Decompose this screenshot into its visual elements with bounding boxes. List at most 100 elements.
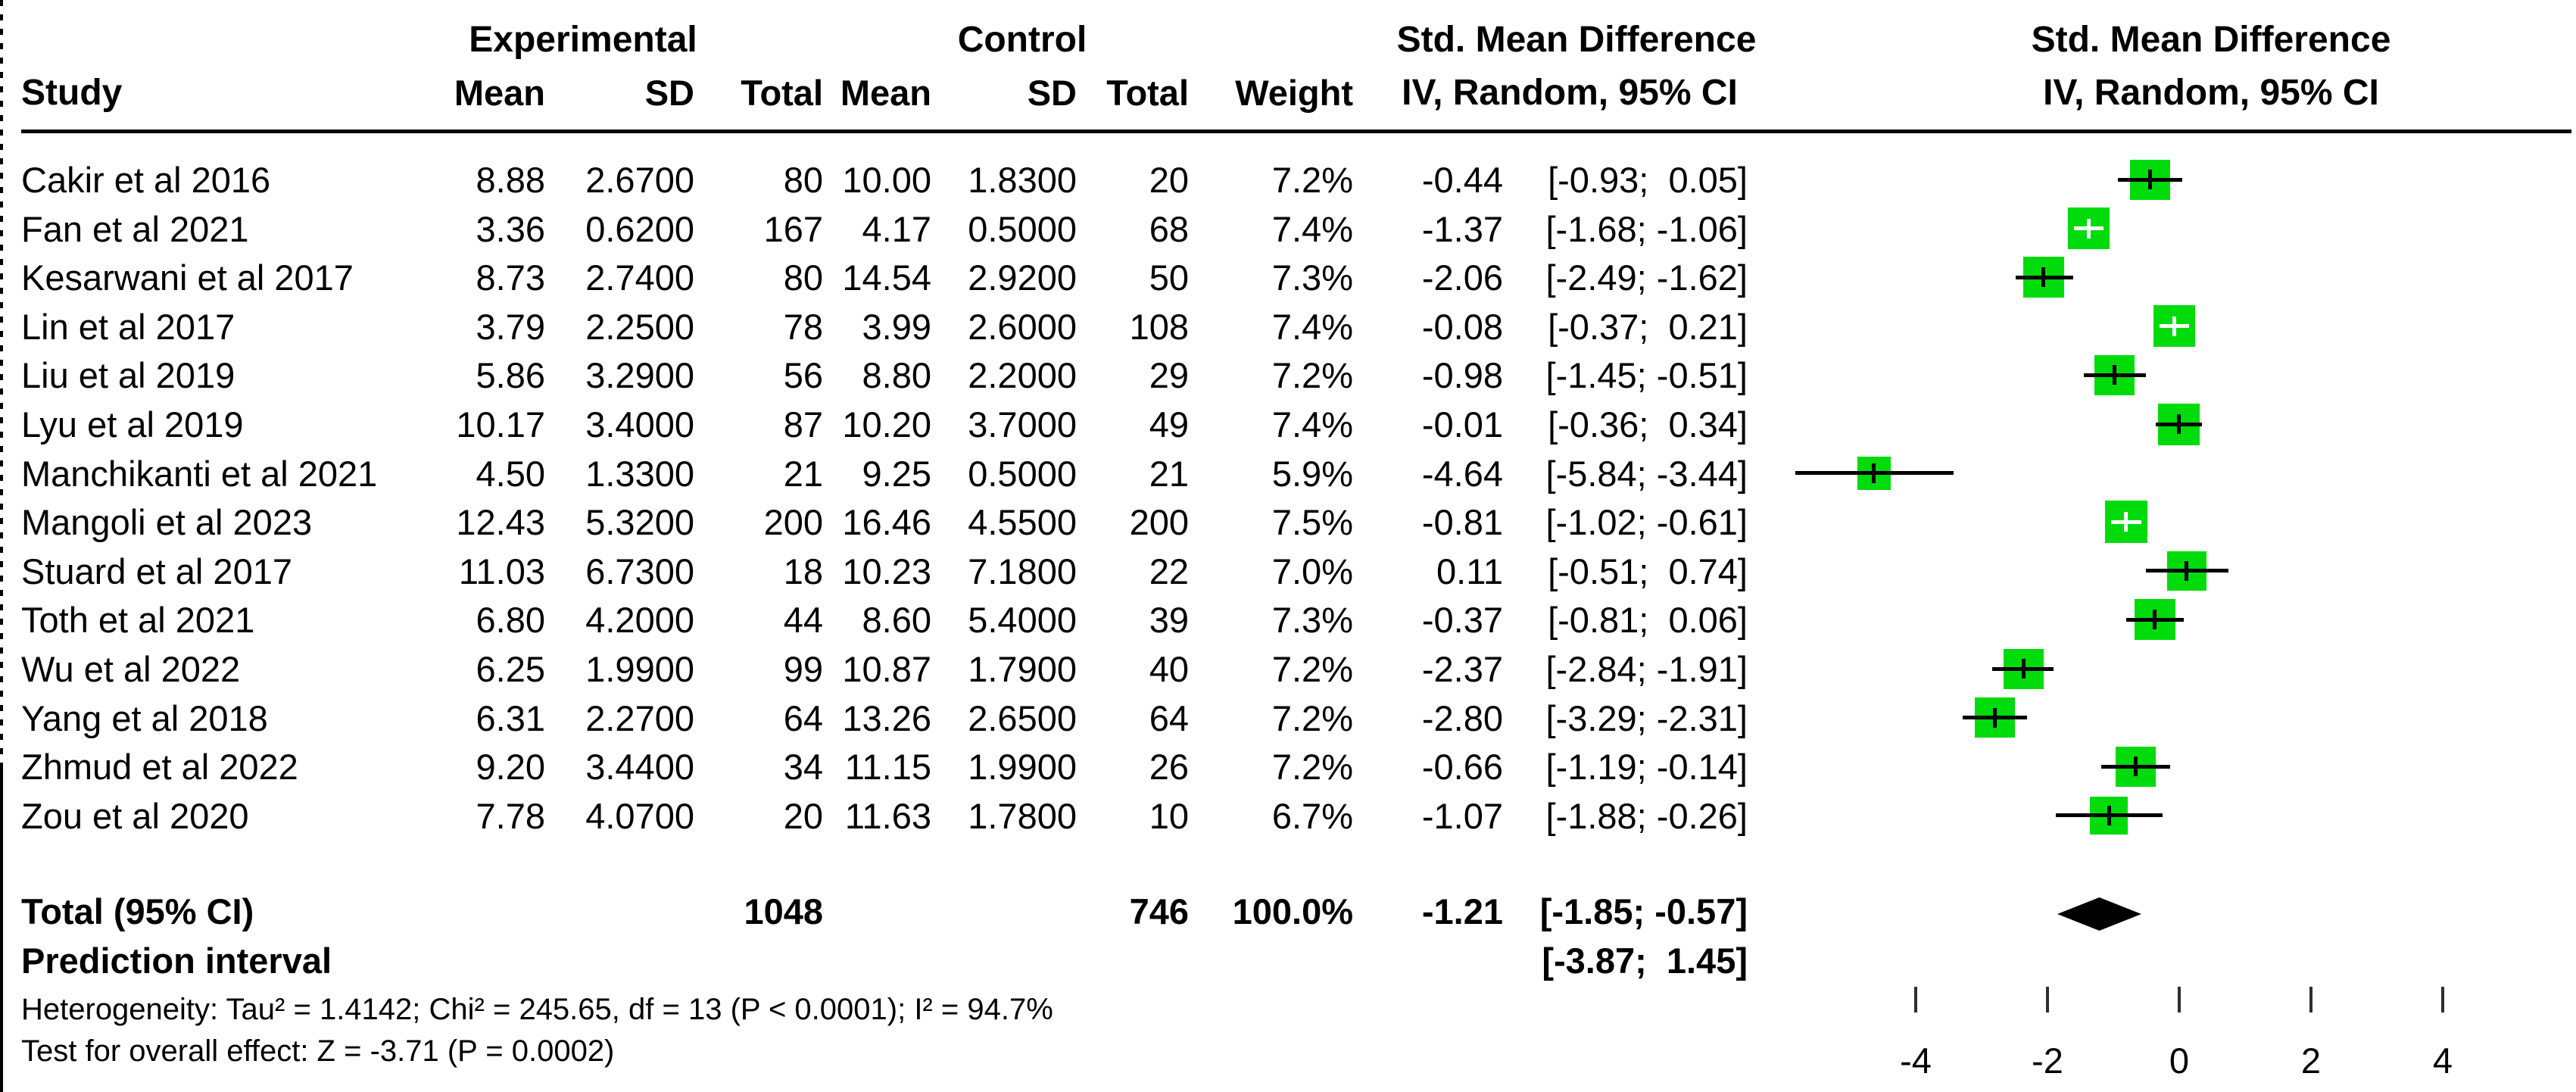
point-estimate-tick bbox=[2124, 512, 2128, 532]
total-diamond bbox=[2057, 897, 2141, 931]
table-cell: 50 bbox=[1149, 257, 1189, 298]
table-cell: Manchikanti et al 2021 bbox=[21, 453, 378, 494]
table-cell: [-5.84; -3.44] bbox=[1545, 453, 1748, 494]
header-iv-plot-subtitle: IV, Random, 95% CI bbox=[2043, 72, 2379, 113]
table-row: Kesarwani et al 2017 8.73 2.7400 80 14.54 2.9… bbox=[0, 253, 1772, 301]
table-cell: 2.7400 bbox=[585, 257, 694, 298]
x-axis-tick-label: -4 bbox=[1900, 1040, 1932, 1081]
point-estimate-tick bbox=[2107, 806, 2111, 825]
table-cell: 200 bbox=[763, 501, 823, 542]
table-cell: 7.3% bbox=[1271, 257, 1353, 298]
total-ci: [-1.85; -0.57] bbox=[1539, 891, 1748, 931]
point-estimate-tick bbox=[2113, 365, 2116, 385]
x-axis-tick-label: 4 bbox=[2432, 1040, 2453, 1081]
zero-reference-line bbox=[0, 763, 3, 1092]
table-cell: [-0.36; 0.34] bbox=[1548, 404, 1748, 445]
table-cell: 11.03 bbox=[458, 551, 545, 591]
table-row: Stuard et al 2017 11.03 6.7300 18 10.23 7.180… bbox=[0, 547, 1772, 595]
x-axis-tick-label: 2 bbox=[2300, 1040, 2322, 1081]
point-estimate-tick bbox=[2087, 219, 2091, 239]
table-row: Manchikanti et al 2021 4.50 1.3300 21 9.25 0.… bbox=[0, 449, 1772, 498]
table-cell: -2.37 bbox=[1421, 648, 1503, 689]
table-row: Cakir et al 2016 8.88 2.6700 80 10.00 1.8300 2… bbox=[0, 155, 1772, 204]
table-cell: Cakir et al 2016 bbox=[21, 159, 271, 200]
table-cell: 167 bbox=[763, 208, 823, 249]
table-cell: 7.2% bbox=[1271, 159, 1353, 200]
total-smd: -1.21 bbox=[1421, 891, 1503, 931]
table-row: Yang et al 2018 6.31 2.2700 64 13.26 2.6500 64… bbox=[0, 694, 1772, 742]
table-cell: 49 bbox=[1149, 404, 1189, 445]
header-experimental: Experimental bbox=[469, 19, 697, 60]
table-cell: 3.36 bbox=[476, 208, 545, 249]
table-cell: 39 bbox=[1149, 599, 1189, 640]
table-cell: 8.88 bbox=[476, 159, 545, 200]
table-cell: Wu et al 2022 bbox=[21, 648, 241, 689]
table-cell: -2.80 bbox=[1421, 697, 1503, 738]
table-cell: 10.23 bbox=[842, 551, 931, 591]
table-cell: 29 bbox=[1149, 354, 1189, 395]
table-cell: 10.87 bbox=[842, 648, 931, 689]
prediction-ci: [-3.87; 1.45] bbox=[1542, 940, 1748, 981]
point-estimate-tick bbox=[2177, 414, 2181, 434]
overall-effect-note: Test for overall effect: Z = -3.71 (P = … bbox=[21, 1034, 615, 1068]
table-cell: 8.73 bbox=[476, 257, 545, 298]
table-cell: 1.7900 bbox=[968, 648, 1077, 689]
table-cell: 2.2500 bbox=[585, 306, 694, 347]
table-row: Zhmud et al 2022 9.20 3.4400 34 11.15 1.9900 2… bbox=[0, 742, 1772, 791]
table-cell: Zhmud et al 2022 bbox=[21, 746, 298, 787]
table-cell: [-0.51; 0.74] bbox=[1548, 551, 1748, 591]
table-cell: 3.99 bbox=[862, 306, 931, 347]
header-sd-ctrl: SD bbox=[1027, 72, 1077, 113]
header-smd-plot-title: Std. Mean Difference bbox=[2031, 19, 2391, 60]
table-cell: 7.78 bbox=[476, 795, 545, 836]
table-cell: 5.4000 bbox=[968, 599, 1077, 640]
table-cell: 0.5000 bbox=[968, 208, 1077, 249]
table-cell: 1.3300 bbox=[585, 453, 694, 494]
table-cell: 1.8300 bbox=[968, 159, 1077, 200]
table-cell: Liu et al 2019 bbox=[21, 354, 235, 395]
table-row: Toth et al 2021 6.80 4.2000 44 8.60 5.4000 39 7… bbox=[0, 595, 1772, 644]
table-cell: 6.7300 bbox=[585, 551, 694, 591]
table-cell: 26 bbox=[1149, 746, 1189, 787]
total-n-ctrl: 746 bbox=[1129, 891, 1189, 931]
header-rule bbox=[21, 129, 2571, 133]
table-cell: 9.20 bbox=[476, 746, 545, 787]
table-cell: 4.0700 bbox=[585, 795, 694, 836]
table-cell: 78 bbox=[783, 306, 823, 347]
heterogeneity-note: Heterogeneity: Tau² = 1.4142; Chi² = 245… bbox=[21, 992, 1053, 1026]
x-axis-tick bbox=[1914, 987, 1917, 1012]
table-cell: 80 bbox=[783, 159, 823, 200]
header-mean-exp: Mean bbox=[454, 72, 545, 113]
table-cell: 10 bbox=[1149, 795, 1189, 836]
x-axis-tick bbox=[2046, 987, 2049, 1012]
table-cell: 7.4% bbox=[1271, 306, 1353, 347]
table-cell: -0.37 bbox=[1421, 599, 1503, 640]
x-axis-tick bbox=[2309, 987, 2312, 1012]
table-cell: 10.20 bbox=[842, 404, 931, 445]
point-estimate-tick bbox=[2134, 757, 2138, 776]
table-cell: 4.50 bbox=[476, 453, 545, 494]
table-cell: 4.17 bbox=[862, 208, 931, 249]
header-smd-column-title: Std. Mean Difference bbox=[1396, 19, 1757, 60]
x-axis-tick-label: -2 bbox=[2032, 1040, 2063, 1081]
table-cell: -0.44 bbox=[1421, 159, 1503, 200]
table-cell: -0.81 bbox=[1421, 501, 1503, 542]
table-cell: 11.15 bbox=[844, 746, 931, 787]
table-cell: 99 bbox=[783, 648, 823, 689]
table-row: Zou et al 2020 7.78 4.0700 20 11.63 1.7800 10 6… bbox=[0, 791, 1772, 840]
prediction-label: Prediction interval bbox=[21, 940, 332, 981]
table-cell: 20 bbox=[1149, 159, 1189, 200]
table-cell: [-3.29; -2.31] bbox=[1545, 697, 1748, 738]
table-cell: 2.9200 bbox=[968, 257, 1077, 298]
table-cell: 200 bbox=[1129, 501, 1189, 542]
point-estimate-tick bbox=[2172, 317, 2176, 336]
table-row: Fan et al 2021 3.36 0.6200 167 4.17 0.5000 68 7… bbox=[0, 204, 1772, 253]
table-cell: 21 bbox=[783, 453, 823, 494]
table-row: Lyu et al 2019 10.17 3.4000 87 10.20 3.7000 49… bbox=[0, 400, 1772, 448]
table-cell: 6.31 bbox=[476, 697, 545, 738]
point-estimate-tick bbox=[2022, 659, 2026, 679]
table-cell: 3.2900 bbox=[585, 354, 694, 395]
table-cell: 8.80 bbox=[862, 354, 931, 395]
